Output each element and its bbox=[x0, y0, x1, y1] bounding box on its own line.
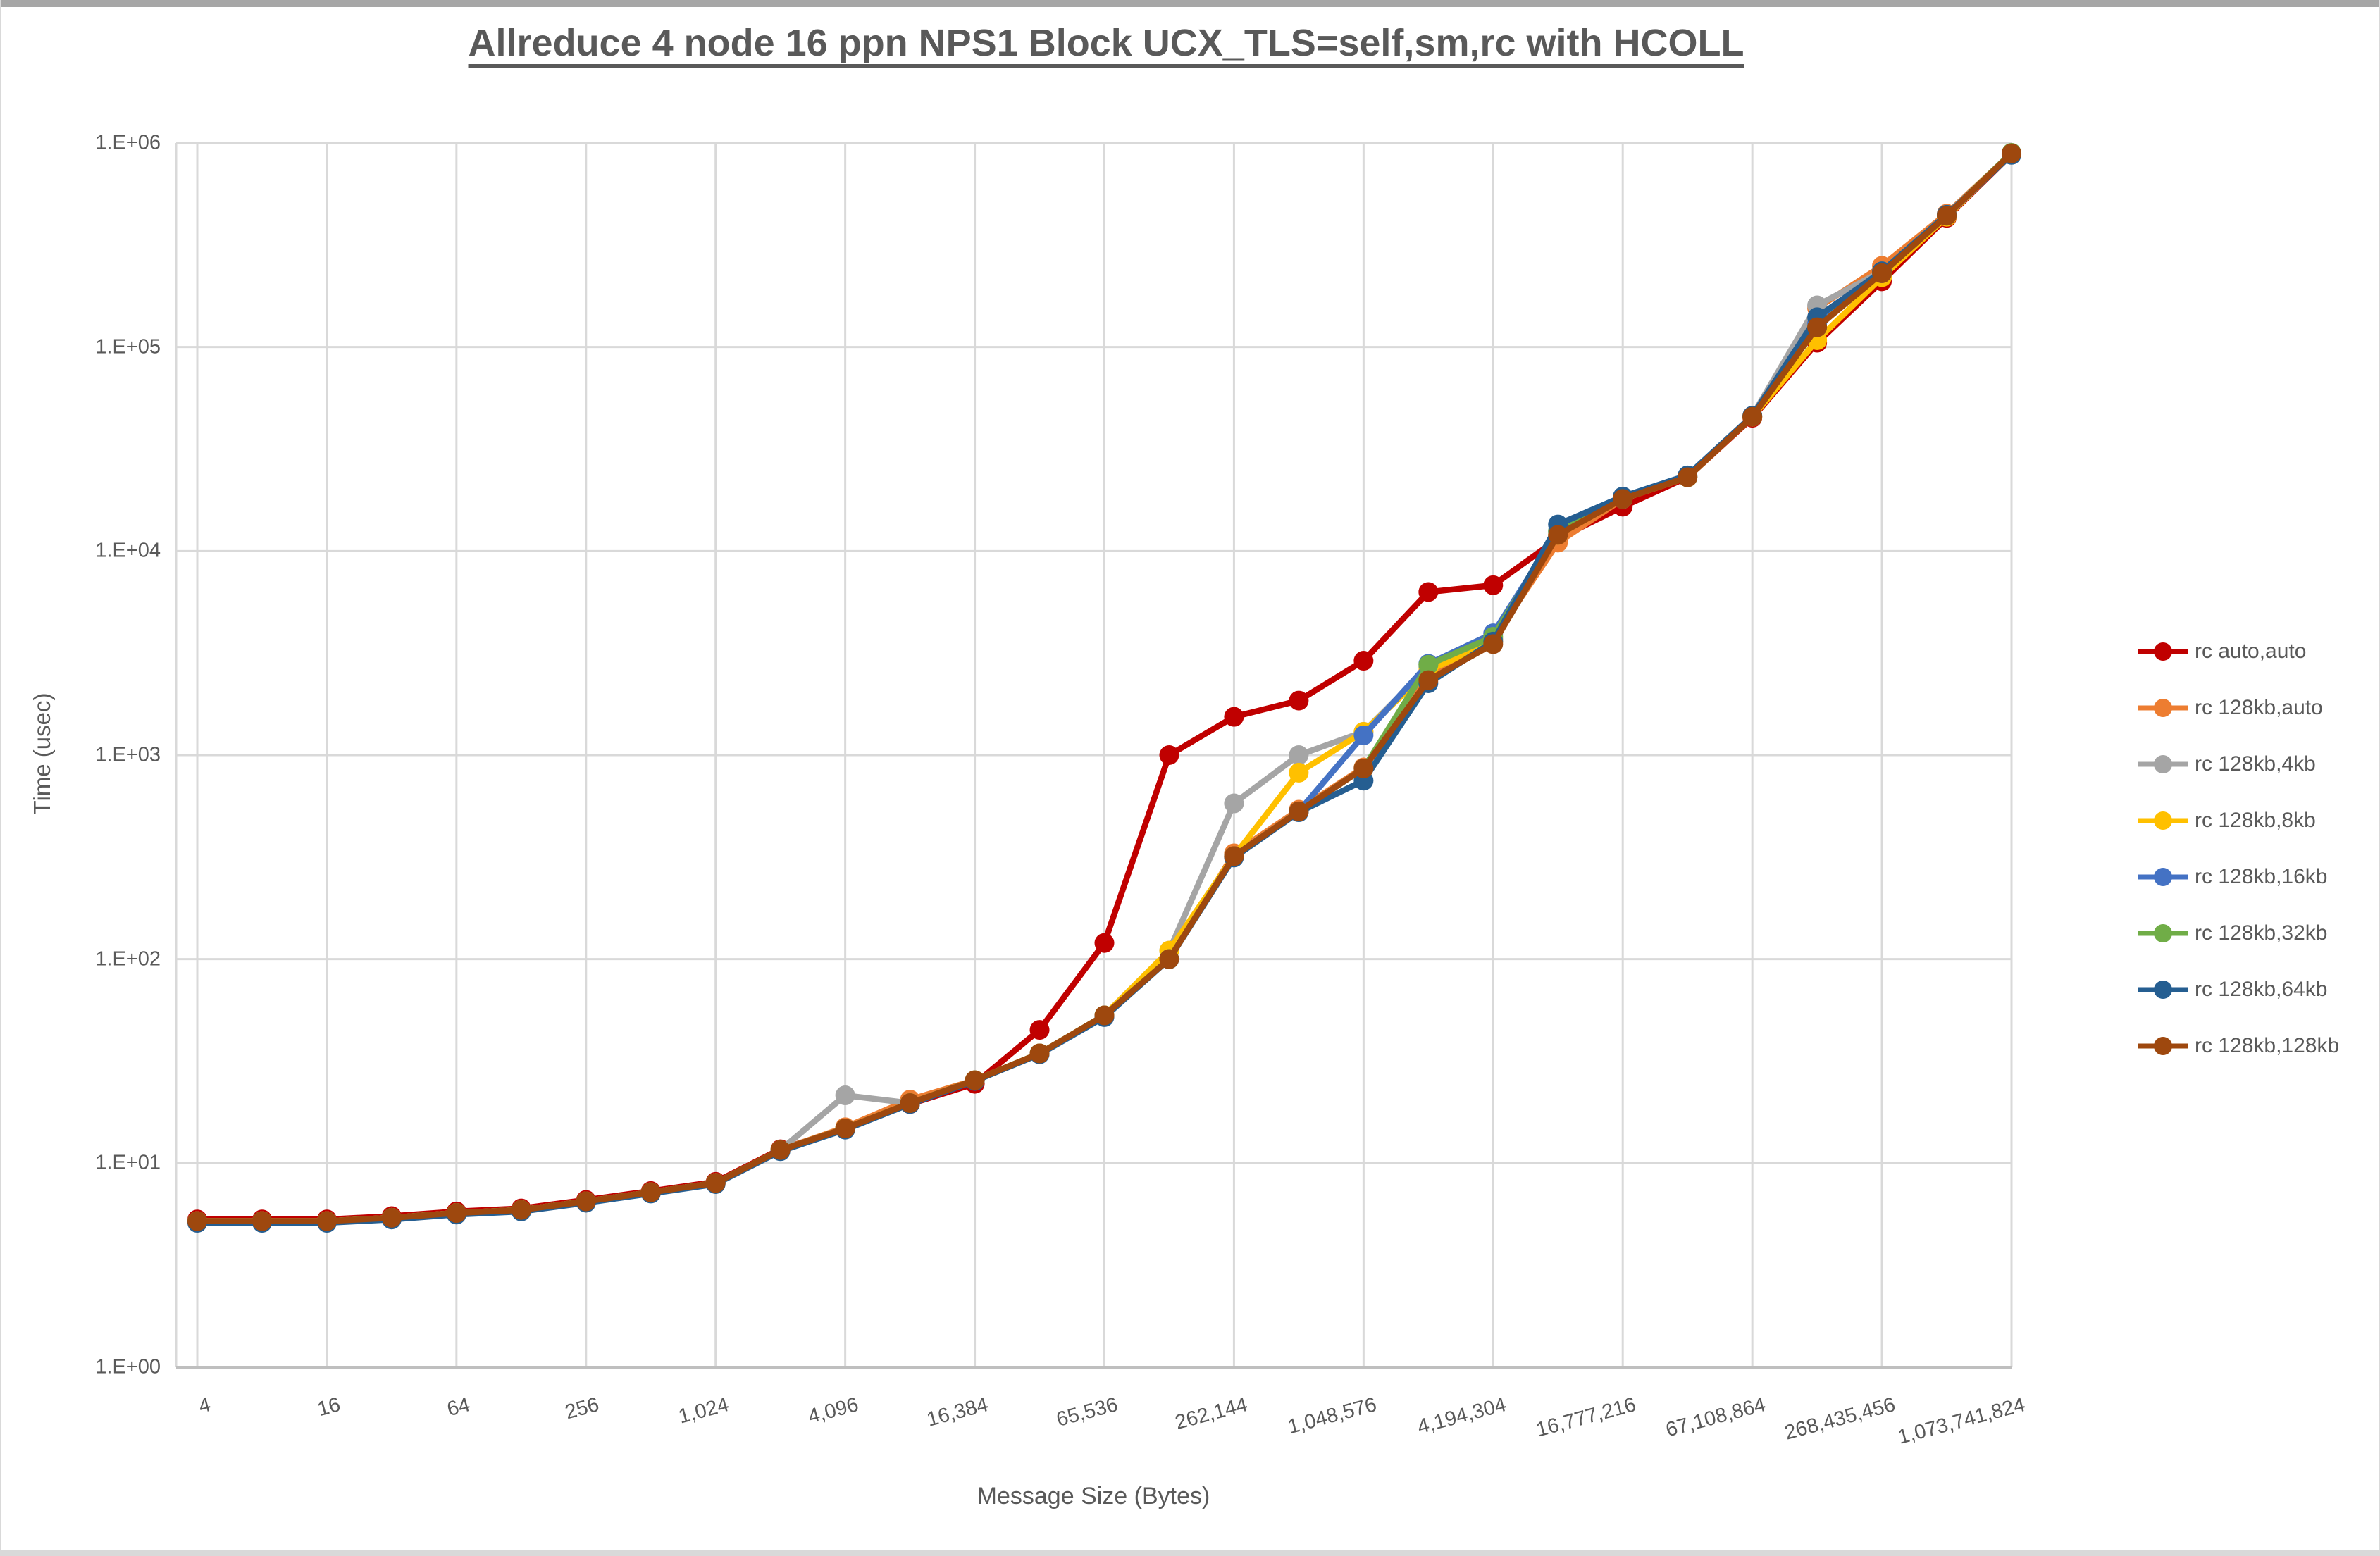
legend-label: rc 128kb,64kb bbox=[2195, 978, 2328, 1001]
y-tick-label: 1.E+00 bbox=[95, 1355, 161, 1378]
series-marker-0 bbox=[1353, 651, 1374, 671]
series-marker-0 bbox=[1159, 745, 1179, 765]
y-tick-label: 1.E+04 bbox=[95, 539, 161, 562]
y-tick-label: 1.E+06 bbox=[95, 131, 161, 154]
legend-marker-icon bbox=[2138, 642, 2188, 661]
legend-item-7: rc 128kb,128kb bbox=[2138, 1018, 2339, 1074]
legend-label: rc 128kb,32kb bbox=[2195, 921, 2328, 945]
series-marker-7 bbox=[770, 1140, 791, 1160]
series-marker-7 bbox=[1937, 206, 1957, 226]
y-tick-label: 1.E+01 bbox=[95, 1151, 161, 1174]
series-marker-4 bbox=[1353, 725, 1374, 745]
legend-marker-icon bbox=[2138, 755, 2188, 773]
series-marker-7 bbox=[187, 1211, 207, 1231]
series-marker-7 bbox=[1807, 317, 1828, 337]
series-marker-7 bbox=[446, 1203, 466, 1224]
legend-label: rc 128kb,8kb bbox=[2195, 809, 2316, 832]
legend-label: rc 128kb,16kb bbox=[2195, 865, 2328, 888]
series-marker-7 bbox=[1483, 634, 1504, 654]
series-marker-7 bbox=[1224, 846, 1244, 866]
legend-marker-icon bbox=[2138, 1037, 2188, 1055]
legend-item-1: rc 128kb,auto bbox=[2138, 680, 2323, 736]
legend-item-3: rc 128kb,8kb bbox=[2138, 792, 2316, 849]
legend-item-4: rc 128kb,16kb bbox=[2138, 849, 2327, 905]
window-bottom-border bbox=[0, 1550, 2380, 1556]
series-marker-0 bbox=[1094, 933, 1115, 953]
series-marker-7 bbox=[1353, 758, 1374, 778]
legend-label: rc 128kb,4kb bbox=[2195, 752, 2316, 776]
legend-marker-icon bbox=[2138, 868, 2188, 886]
series-marker-2 bbox=[1224, 793, 1244, 814]
series-marker-2 bbox=[1289, 745, 1309, 765]
series-marker-7 bbox=[1289, 801, 1309, 821]
window-left-border bbox=[0, 0, 1, 1556]
legend-label: rc 128kb,auto bbox=[2195, 696, 2323, 719]
y-tick-label: 1.E+05 bbox=[95, 335, 161, 359]
y-tick-label: 1.E+03 bbox=[95, 743, 161, 766]
series-marker-7 bbox=[835, 1119, 855, 1139]
series-marker-0 bbox=[1418, 582, 1439, 602]
series-marker-0 bbox=[1029, 1020, 1050, 1040]
series-marker-2 bbox=[835, 1085, 855, 1106]
y-tick-label: 1.E+02 bbox=[95, 947, 161, 971]
legend-item-0: rc auto,auto bbox=[2138, 623, 2306, 680]
series-marker-7 bbox=[1678, 467, 1698, 487]
series-marker-7 bbox=[511, 1200, 531, 1220]
series-marker-7 bbox=[640, 1182, 661, 1202]
x-axis-title: Message Size (Bytes) bbox=[977, 1483, 1210, 1510]
legend-marker-icon bbox=[2138, 699, 2188, 717]
series-marker-7 bbox=[1742, 406, 1763, 427]
series-marker-7 bbox=[576, 1191, 596, 1212]
series-marker-7 bbox=[1029, 1043, 1050, 1064]
series-marker-7 bbox=[965, 1070, 985, 1090]
legend-item-6: rc 128kb,64kb bbox=[2138, 961, 2327, 1018]
window-right-border bbox=[2379, 0, 2380, 1556]
legend-label: rc 128kb,128kb bbox=[2195, 1034, 2340, 1057]
series-marker-7 bbox=[1872, 263, 1892, 283]
series-marker-7 bbox=[2002, 143, 2021, 163]
series-marker-0 bbox=[1289, 690, 1309, 711]
series-marker-7 bbox=[252, 1211, 272, 1231]
legend-marker-icon bbox=[2138, 981, 2188, 999]
series-marker-0 bbox=[1224, 707, 1244, 727]
series-marker-7 bbox=[1613, 489, 1633, 509]
series-marker-7 bbox=[1418, 670, 1439, 690]
legend-marker-icon bbox=[2138, 924, 2188, 942]
series-marker-7 bbox=[316, 1211, 337, 1231]
legend-item-2: rc 128kb,4kb bbox=[2138, 736, 2316, 792]
series-marker-7 bbox=[1548, 525, 1568, 545]
legend-item-5: rc 128kb,32kb bbox=[2138, 905, 2327, 961]
series-marker-7 bbox=[381, 1207, 402, 1228]
series-marker-3 bbox=[1289, 762, 1309, 783]
series-marker-7 bbox=[900, 1093, 920, 1114]
chart-title: Allreduce 4 node 16 ppn NPS1 Block UCX_T… bbox=[468, 22, 1744, 64]
series-marker-7 bbox=[1159, 949, 1179, 969]
legend-marker-icon bbox=[2138, 811, 2188, 830]
series-marker-7 bbox=[705, 1173, 726, 1193]
legend-label: rc auto,auto bbox=[2195, 640, 2307, 663]
series-marker-5 bbox=[1418, 654, 1439, 675]
window-top-border bbox=[0, 0, 2380, 7]
series-marker-0 bbox=[1483, 575, 1504, 595]
series-marker-7 bbox=[1094, 1005, 1115, 1026]
